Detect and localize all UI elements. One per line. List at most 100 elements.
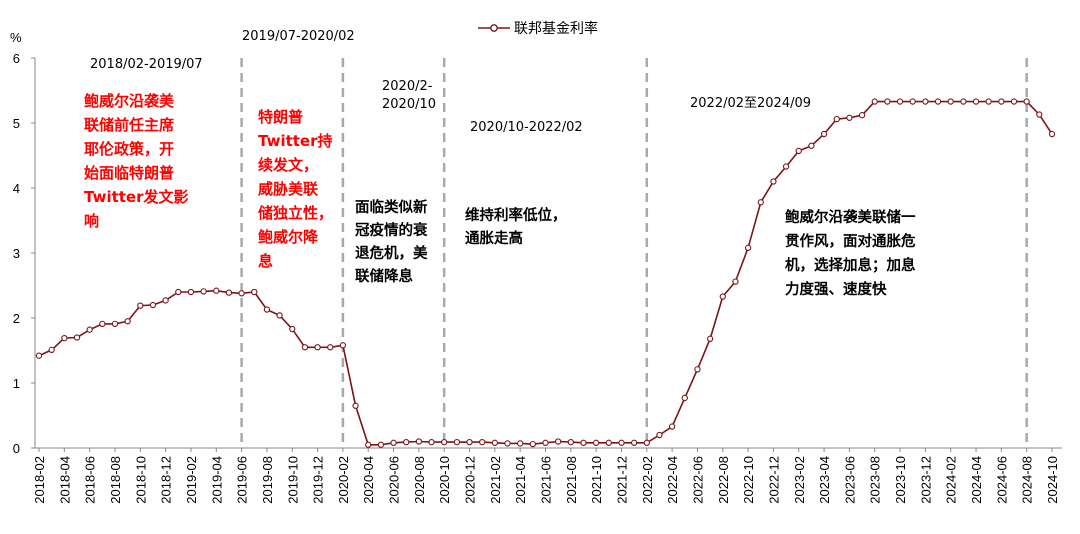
period-label-3b: 2020/10: [382, 97, 436, 112]
x-ticks: 2018-02 2018-04 2018-06 2018-08 2018-10 2018-…: [32, 448, 1060, 504]
data-point: [668, 423, 676, 430]
annotation-1-line: 联储前任主席: [84, 116, 174, 134]
x-tick-label: 2024-10: [1045, 456, 1060, 504]
data-point: [124, 318, 131, 325]
data-point: [846, 114, 853, 121]
data-point: [352, 402, 359, 409]
x-tick-label: 2019-08: [260, 456, 275, 504]
data-point: [529, 440, 536, 448]
data-point: [251, 288, 258, 296]
data-point: [998, 98, 1005, 105]
data-point: [744, 244, 752, 251]
period-label-1: 2018/02-2019/07: [90, 57, 203, 72]
data-point: [656, 431, 663, 439]
x-tick-label: 2023-12: [918, 456, 933, 504]
data-point: [1048, 130, 1056, 138]
x-tick-label: 2022-12: [766, 456, 781, 504]
x-tick-label: 2020-10: [437, 456, 452, 504]
data-point: [732, 278, 739, 285]
x-tick-label: 2018-08: [108, 456, 123, 504]
data-point: [934, 98, 942, 105]
x-tick-label: 2021-04: [513, 456, 528, 504]
y-tick-label: 0: [13, 441, 20, 456]
data-point: [1036, 111, 1043, 118]
data-point: [479, 438, 486, 446]
x-tick-label: 2023-06: [842, 456, 857, 504]
data-point: [858, 112, 866, 119]
data-point: [947, 98, 954, 105]
x-tick-label: 2020-04: [361, 456, 376, 504]
data-point: [757, 199, 764, 206]
data-point: [770, 178, 777, 185]
x-tick-label: 2022-02: [640, 456, 655, 504]
annotation-4-line: 维持利率低位，: [465, 206, 567, 224]
annotation-5-line: 力度强、速度快: [785, 280, 887, 298]
y-tick-label: 2: [13, 311, 20, 326]
x-tick-label: 2018-02: [32, 456, 47, 504]
data-point: [453, 438, 461, 446]
data-point: [960, 98, 967, 105]
annotation-2: 特朗普 Twitter持 续发文， 威胁美联 储独立性， 鲍威尔降 息: [258, 108, 333, 270]
annotation-5-line: 贯作风，面对通胀危: [785, 232, 916, 250]
period-label-5: 2022/02至2024/09: [690, 96, 811, 111]
data-point: [61, 334, 68, 342]
data-point: [289, 325, 296, 333]
annotation-4-line: 通胀走高: [465, 229, 523, 247]
data-point: [719, 293, 726, 300]
annotation-1-line: 响: [84, 212, 99, 230]
x-tick-label: 2021-02: [488, 456, 503, 504]
data-point: [377, 441, 385, 448]
x-tick-label: 2021-10: [589, 456, 604, 504]
data-point: [820, 130, 828, 138]
legend: 联邦基金利率: [478, 20, 598, 37]
period-dividers: [240, 58, 1028, 448]
y-tick-label: 5: [13, 116, 20, 131]
x-tick-label: 2021-12: [614, 456, 629, 504]
data-point: [643, 439, 650, 446]
y-tick-label: 3: [13, 246, 20, 261]
data-point: [187, 288, 195, 296]
data-point: [441, 438, 448, 446]
annotation-1: 鲍威尔沿袭美 联储前任主席 耶伦政策，开 始面临特朗普 Twitter发文影 响: [84, 92, 189, 230]
data-point: [200, 288, 207, 295]
x-tick-label: 2018-10: [133, 456, 148, 504]
data-point: [99, 320, 106, 327]
annotation-2-line: 鲍威尔降: [258, 228, 319, 246]
annotation-3-line: 退危机，美: [355, 244, 428, 262]
data-point: [630, 439, 638, 446]
annotation-5-line: 机，选择加息；加息: [785, 256, 916, 274]
period-label-4: 2020/10-2022/02: [470, 120, 583, 135]
annotation-2-line: 储独立性，: [258, 204, 333, 222]
x-tick-label: 2019-04: [209, 456, 224, 504]
x-tick-label: 2024-06: [994, 456, 1009, 504]
x-tick-label: 2022-06: [690, 456, 705, 504]
annotation-5-line: 鲍威尔沿袭美联储一: [785, 208, 916, 226]
x-tick-label: 2020-06: [387, 456, 402, 504]
data-point: [694, 366, 701, 373]
data-point: [403, 438, 410, 446]
annotation-3: 面临类似新 冠疫情的衰 退危机，美 联储降息: [355, 198, 428, 285]
data-point: [504, 440, 511, 447]
data-point: [491, 439, 498, 446]
x-tick-label: 2020-08: [412, 456, 427, 504]
data-point: [833, 115, 840, 123]
annotation-3-line: 冠疫情的衰: [355, 221, 428, 239]
annotation-1-line: 鲍威尔沿袭美: [84, 92, 175, 110]
data-point: [365, 441, 372, 448]
legend-marker: [490, 24, 498, 32]
x-tick-label: 2023-02: [792, 456, 807, 504]
series-layer: [35, 98, 1056, 448]
x-tick-label: 2024-08: [1020, 456, 1035, 504]
data-point: [415, 438, 423, 445]
x-tick-label: 2018-06: [83, 456, 98, 504]
annotation-2-line: 续发文，: [258, 156, 318, 174]
x-tick-label: 2023-10: [893, 456, 908, 504]
data-point: [238, 290, 245, 297]
x-tick-label: 2022-04: [665, 456, 680, 504]
data-point: [390, 439, 397, 446]
data-point: [706, 335, 714, 342]
y-axis-unit: %: [10, 30, 22, 45]
x-tick-label: 2019-10: [285, 456, 300, 504]
annotation-2-line: 威胁美联: [258, 180, 319, 198]
